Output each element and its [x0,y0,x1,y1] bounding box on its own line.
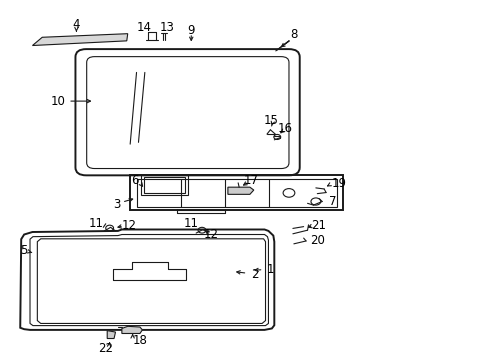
Text: 13: 13 [159,21,174,34]
Bar [142,175,188,195]
Text: 17: 17 [244,174,258,186]
Text: 19: 19 [331,177,346,190]
Text: 14: 14 [136,21,151,34]
Polygon shape [107,330,116,338]
Polygon shape [122,326,143,333]
Text: 10: 10 [51,95,66,108]
Polygon shape [32,34,128,45]
Text: 6: 6 [131,174,139,187]
Text: 12: 12 [203,228,219,241]
Text: 5: 5 [21,244,28,257]
Text: 2: 2 [251,268,259,281]
Bar [145,177,185,193]
Text: 4: 4 [73,18,80,31]
Bar [130,175,343,211]
Text: 7: 7 [329,195,337,208]
Text: 16: 16 [278,122,293,135]
Text: 1: 1 [267,263,274,276]
Text: 8: 8 [291,28,298,41]
Text: 12: 12 [121,219,136,233]
Text: 3: 3 [113,198,121,211]
Text: 20: 20 [310,234,325,247]
Bar [137,179,337,207]
Text: 11: 11 [89,216,103,230]
Text: 15: 15 [264,114,278,127]
Polygon shape [228,187,254,194]
Text: 18: 18 [132,334,147,347]
Text: 11: 11 [184,217,199,230]
Text: 21: 21 [311,219,326,233]
Text: 9: 9 [188,24,195,37]
Text: 22: 22 [98,342,113,355]
